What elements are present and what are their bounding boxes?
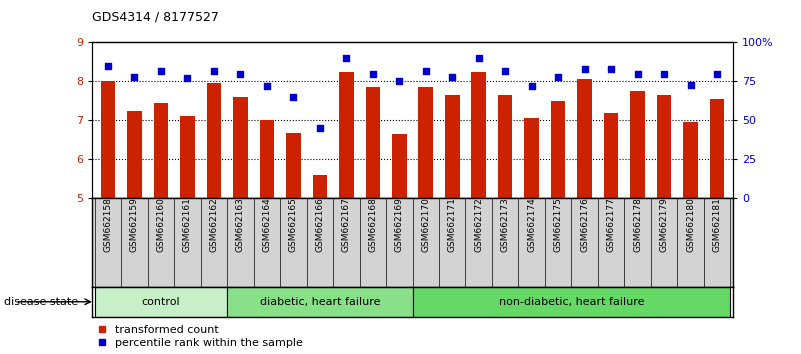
Point [578,66,591,72]
Bar [227,287,413,317]
Bar [710,99,724,198]
Bar [392,134,407,198]
Bar [683,122,698,198]
Bar [101,81,115,198]
Point [313,125,326,131]
Point [392,79,405,84]
Point [499,68,512,73]
Text: control: control [142,297,180,307]
Point [260,83,273,89]
Bar [339,72,353,198]
Point [684,82,697,87]
Text: disease state: disease state [4,297,78,307]
Point [552,74,565,80]
Point [155,68,167,73]
Point [128,74,141,80]
Bar [578,79,592,198]
Point [340,55,352,61]
Point [366,71,379,76]
Point [207,68,220,73]
Bar [365,87,380,198]
Bar [445,95,460,198]
Text: GDS4314 / 8177527: GDS4314 / 8177527 [92,11,219,24]
Bar [127,110,142,198]
Point [420,68,433,73]
Point [473,55,485,61]
Text: diabetic, heart failure: diabetic, heart failure [260,297,380,307]
Point [658,71,670,76]
Bar [233,97,248,198]
Text: non-diabetic, heart failure: non-diabetic, heart failure [499,297,644,307]
Bar [498,95,513,198]
Bar [312,175,327,198]
Bar [630,91,645,198]
Bar [260,120,274,198]
Bar [207,84,221,198]
Bar [95,287,227,317]
Point [446,74,459,80]
Bar [418,87,433,198]
Bar [525,118,539,198]
Bar [180,116,195,198]
Point [234,71,247,76]
Bar [604,113,618,198]
Bar [286,133,300,198]
Bar [551,101,566,198]
Point [102,63,115,69]
Point [287,94,300,100]
Point [181,75,194,81]
Bar [472,72,486,198]
Legend: transformed count, percentile rank within the sample: transformed count, percentile rank withi… [98,325,304,348]
Point [605,66,618,72]
Point [525,83,538,89]
Bar [154,103,168,198]
Bar [413,287,731,317]
Bar [657,95,671,198]
Point [710,71,723,76]
Point [631,71,644,76]
